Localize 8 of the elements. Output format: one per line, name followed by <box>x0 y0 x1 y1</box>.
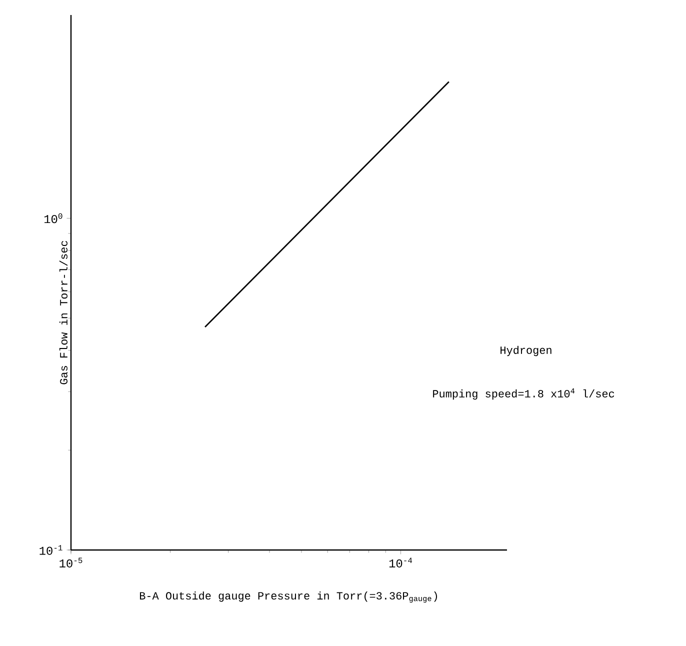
y-axis-title: Gas Flow in Torr-l/sec <box>59 240 68 384</box>
annotation: Hydrogen <box>500 346 552 356</box>
annotation: Pumping speed=1.8 x10$^{4}$ l/sec <box>433 388 614 400</box>
y-tick-label: 10$^{-1}$ <box>40 545 62 555</box>
x-tick-label: 10$^{-4}$ <box>389 558 412 568</box>
x-tick-label: 10$^{-5}$ <box>60 558 82 568</box>
y-tick-label: 10$^{0}$ <box>44 213 62 224</box>
x-axis-title: B-A Outside gauge Pressure in Torr(=3.36P$_{gauge}$) <box>140 592 438 603</box>
